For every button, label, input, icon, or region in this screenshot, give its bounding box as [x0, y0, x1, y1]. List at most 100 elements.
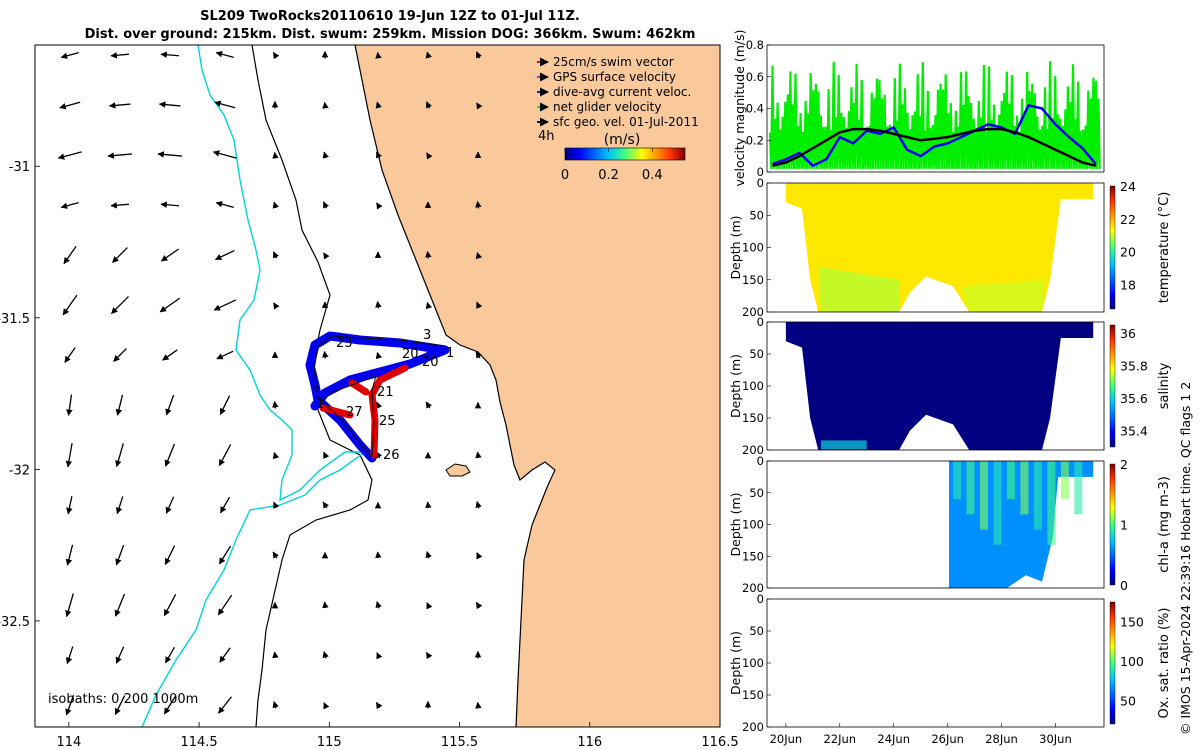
geo-velocity-arrow [425, 651, 433, 660]
geo-velocity-arrow [111, 296, 129, 314]
track-label: 3 [423, 328, 431, 343]
chla-patch [1020, 461, 1029, 515]
geo-velocity-arrow [157, 151, 183, 158]
geo-velocity-arrow [214, 249, 235, 261]
colorbar-tick-label: 0.2 [598, 168, 619, 183]
island [445, 463, 471, 477]
sal-colorbar [1109, 324, 1116, 448]
geo-velocity-arrow [425, 51, 432, 59]
geo-velocity-arrow [375, 51, 382, 59]
depth-tick-label: 100 [742, 241, 764, 255]
temp-colorbar-label: temperature (°C) [1157, 192, 1172, 304]
depth-tick-label: 0 [757, 592, 764, 606]
temp-section: 0 50 100 150 200 Depth (m) 18 20 22 24 temperature… [728, 176, 1172, 319]
geo-velocity-arrow [160, 51, 180, 58]
sal-data [785, 322, 1094, 450]
geo-velocity-arrow [115, 646, 125, 664]
map-colorbar: 4h (m/s) 0 0.2 0.4 [538, 129, 686, 183]
chla-patch [1047, 461, 1056, 545]
map-y-tick-label: -32 [9, 463, 30, 478]
date-axis: 20Jun 22Jun 24Jun 26Jun 28Jun 30Jun [770, 723, 1072, 746]
geo-velocity-arrow [425, 551, 432, 559]
geo-velocity-arrow [272, 701, 279, 709]
geo-velocity-arrow [273, 302, 280, 310]
chla-patch [979, 461, 988, 530]
dive-velocity-series [771, 104, 1097, 167]
geo-velocity-arrow [64, 347, 76, 363]
geo-velocity-arrow [375, 601, 382, 609]
geo-velocity-arrow [425, 401, 433, 409]
map-y-tick-label: -31 [9, 160, 30, 175]
credit-text: © IMOS 15-Apr-2024 22:39:16 Hobart time.… [1178, 381, 1193, 735]
date-tick-label: 22Jun [823, 732, 856, 746]
colorbar-tick-label: 35.4 [1120, 424, 1148, 439]
chla-patch [1074, 461, 1083, 515]
ox-colorbar-label: Ox. sat. ratio (%) [1157, 608, 1172, 719]
geo-velocity-arrow [272, 251, 279, 259]
depth-axis-label: Depth (m) [728, 493, 743, 557]
isobath-200m [141, 45, 368, 727]
geo-velocity-arrow [62, 294, 78, 316]
sal-deep-patch [820, 440, 867, 450]
geo-velocity-arrow [213, 299, 237, 311]
depth-tick-label: 150 [742, 549, 764, 563]
depth-axis-label: Depth (m) [728, 354, 743, 418]
colorbar-tick-label: 0.4 [642, 168, 663, 183]
geo-velocity-arrow [60, 202, 79, 209]
depth-tick-label: 150 [742, 411, 764, 425]
geo-velocity-arrow [65, 544, 74, 566]
isobaths-label: isobaths: 0 200 1000m [48, 692, 198, 707]
geo-velocity-arrow [158, 101, 181, 108]
geo-velocity-arrow [323, 451, 330, 459]
track-label: 1 [446, 346, 454, 361]
geo-velocity-arrow [375, 101, 382, 109]
chla-patch [966, 461, 975, 515]
date-tick-label: 28Jun [985, 732, 1018, 746]
chart-subtitle: Dist. over ground: 215km. Dist. swum: 25… [84, 27, 696, 42]
geo-velocity-arrow [322, 350, 329, 359]
colorbar-tick-label: 20 [1120, 245, 1136, 260]
geo-velocity-arrow [376, 652, 383, 660]
track-label: 20 [422, 355, 439, 370]
geo-velocity-arrow [272, 400, 279, 409]
colorbar-tick-label: 24 [1120, 179, 1136, 194]
geo-velocity-arrow [216, 350, 234, 360]
geo-velocity-arrow [164, 443, 176, 467]
geo-velocity-arrow [375, 701, 383, 710]
colorbar-tick-label: 150 [1120, 615, 1144, 630]
chart-title: SL209 TwoRocks20110610 19-Jun 12Z to 01-… [200, 9, 580, 24]
geo-velocity-arrow [425, 250, 432, 259]
temp-colorbar [1109, 185, 1116, 310]
geo-velocity-arrow [376, 401, 383, 409]
geo-velocity-arrow [272, 151, 279, 159]
colorbar-tick-label: 35.6 [1120, 391, 1148, 406]
geo-velocity-arrow [425, 301, 433, 310]
map-y-tick-label: -31.5 [0, 312, 30, 327]
glider-track [305, 331, 450, 463]
colorbar-tick-label: 1 [1120, 518, 1128, 533]
geo-velocity-arrow [272, 551, 280, 559]
ox-section: 0 50 100 150 200 Depth (m) 50 100 150 Ox. sat. ra… [728, 592, 1172, 734]
map-x-tick-label: 116.5 [701, 735, 738, 750]
depth-tick-label: 0 [757, 176, 764, 190]
velocity-y-label: velocity magnitude (m/s) [732, 29, 747, 186]
depth-tick-label: 50 [749, 624, 764, 638]
depth-axis-label: Depth (m) [728, 631, 743, 695]
geo-velocity-arrow [65, 593, 74, 618]
geo-velocity-arrow [63, 246, 77, 265]
date-tick-label: 24Jun [877, 732, 910, 746]
map-x-tick-label: 114.5 [180, 735, 217, 750]
geo-velocity-arrow [475, 200, 482, 209]
geo-velocity-arrow [215, 201, 234, 208]
map-y-tick-label: -32.5 [0, 615, 30, 630]
geo-velocity-arrow [115, 443, 124, 468]
land-mass [355, 45, 720, 727]
legend-entry: dive-avg current veloc. [553, 85, 691, 99]
colorbar-tick-label: 100 [1120, 654, 1144, 669]
map-x-tick-label: 114 [56, 735, 81, 750]
depth-tick-label: 150 [742, 273, 764, 287]
legend-entry: sfc geo. vel. 01-Jul-2011 [553, 115, 699, 129]
